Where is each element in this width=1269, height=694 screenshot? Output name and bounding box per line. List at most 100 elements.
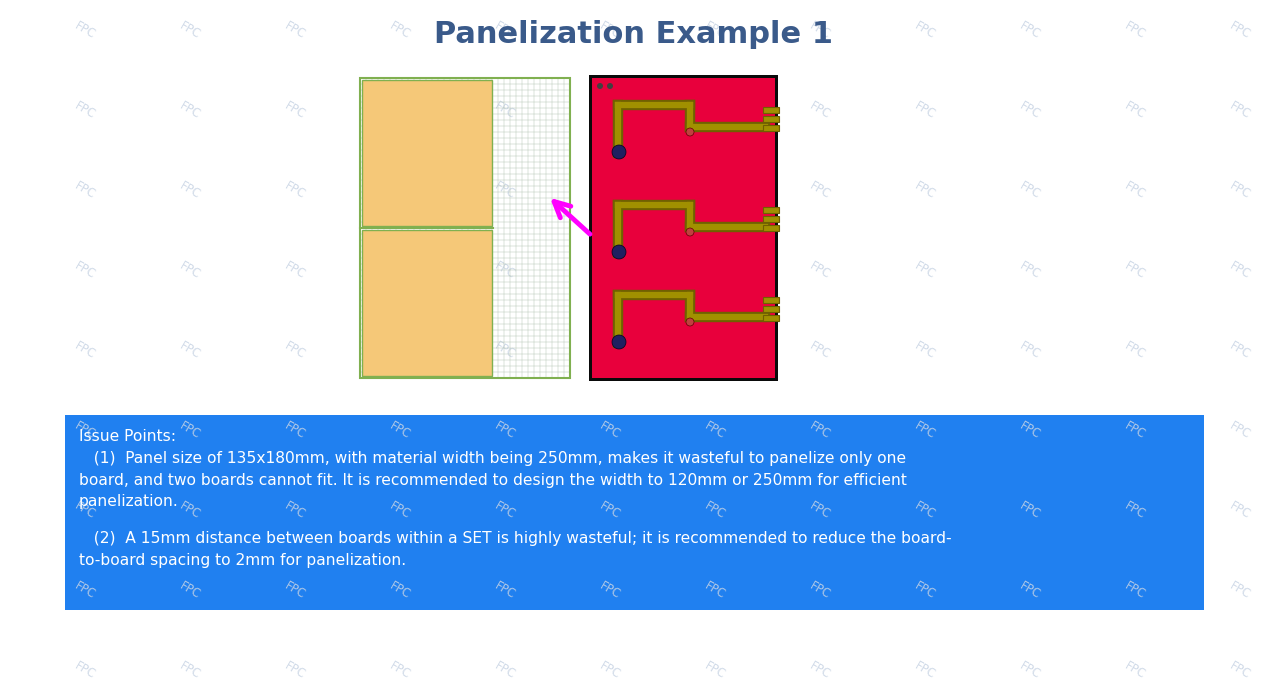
Text: FPC: FPC (492, 19, 518, 41)
Text: FPC: FPC (598, 659, 623, 681)
Text: FPC: FPC (807, 339, 832, 361)
Text: FPC: FPC (1018, 659, 1043, 681)
Text: FPC: FPC (1122, 339, 1147, 361)
Circle shape (687, 128, 694, 136)
Text: FPC: FPC (1122, 19, 1147, 41)
Text: FPC: FPC (387, 579, 412, 601)
Text: FPC: FPC (912, 259, 938, 281)
Text: FPC: FPC (492, 659, 518, 681)
Bar (362, 230, 492, 376)
Text: FPC: FPC (492, 579, 518, 601)
Text: FPC: FPC (282, 499, 307, 521)
Text: FPC: FPC (282, 179, 307, 201)
Text: FPC: FPC (702, 579, 727, 601)
Text: FPC: FPC (1122, 259, 1147, 281)
Text: FPC: FPC (282, 579, 307, 601)
Text: FPC: FPC (72, 419, 98, 441)
Text: FPC: FPC (912, 339, 938, 361)
Text: FPC: FPC (702, 659, 727, 681)
Text: FPC: FPC (492, 99, 518, 121)
Text: FPC: FPC (598, 19, 623, 41)
Text: FPC: FPC (598, 579, 623, 601)
Text: FPC: FPC (282, 339, 307, 361)
Text: FPC: FPC (178, 419, 203, 441)
Bar (360, 78, 570, 378)
Text: FPC: FPC (702, 499, 727, 521)
Text: FPC: FPC (72, 339, 98, 361)
Text: (2)  A 15mm distance between boards within a SET is highly wasteful; it is recom: (2) A 15mm distance between boards withi… (79, 531, 952, 568)
Text: FPC: FPC (807, 579, 832, 601)
Text: FPC: FPC (912, 19, 938, 41)
Text: FPC: FPC (72, 579, 98, 601)
Bar (763, 116, 779, 122)
Text: FPC: FPC (1227, 419, 1253, 441)
Text: FPC: FPC (72, 659, 98, 681)
Text: FPC: FPC (387, 259, 412, 281)
Text: FPC: FPC (1227, 19, 1253, 41)
Text: FPC: FPC (1018, 339, 1043, 361)
Bar (763, 315, 779, 321)
Text: FPC: FPC (598, 99, 623, 121)
Text: FPC: FPC (72, 179, 98, 201)
Text: FPC: FPC (492, 419, 518, 441)
Text: FPC: FPC (178, 259, 203, 281)
Bar (763, 216, 779, 222)
Text: FPC: FPC (702, 179, 727, 201)
Text: FPC: FPC (912, 99, 938, 121)
Text: FPC: FPC (72, 259, 98, 281)
Text: FPC: FPC (282, 99, 307, 121)
Text: FPC: FPC (1227, 179, 1253, 201)
Bar (763, 297, 779, 303)
Text: FPC: FPC (387, 99, 412, 121)
Text: FPC: FPC (492, 339, 518, 361)
Text: FPC: FPC (807, 659, 832, 681)
Text: FPC: FPC (598, 499, 623, 521)
Bar (763, 306, 779, 312)
Text: FPC: FPC (598, 259, 623, 281)
Text: FPC: FPC (1227, 659, 1253, 681)
Bar (763, 225, 779, 231)
Text: FPC: FPC (178, 99, 203, 121)
Text: FPC: FPC (387, 419, 412, 441)
Bar (593, 78, 775, 378)
Text: FPC: FPC (1018, 259, 1043, 281)
Text: FPC: FPC (807, 99, 832, 121)
Text: FPC: FPC (1227, 339, 1253, 361)
Bar (763, 207, 779, 213)
Text: FPC: FPC (1227, 499, 1253, 521)
Text: FPC: FPC (598, 339, 623, 361)
Text: FPC: FPC (1018, 579, 1043, 601)
Bar (763, 107, 779, 113)
Circle shape (607, 83, 613, 89)
Text: FPC: FPC (492, 179, 518, 201)
Text: FPC: FPC (1227, 579, 1253, 601)
Text: FPC: FPC (1018, 99, 1043, 121)
Text: FPC: FPC (282, 259, 307, 281)
Text: FPC: FPC (807, 179, 832, 201)
Text: FPC: FPC (72, 19, 98, 41)
Text: FPC: FPC (387, 339, 412, 361)
Text: FPC: FPC (282, 659, 307, 681)
Circle shape (596, 83, 603, 89)
Circle shape (687, 228, 694, 236)
Text: FPC: FPC (387, 659, 412, 681)
Text: FPC: FPC (387, 499, 412, 521)
Circle shape (687, 318, 694, 326)
Text: FPC: FPC (912, 419, 938, 441)
Text: FPC: FPC (492, 259, 518, 281)
Text: FPC: FPC (1018, 19, 1043, 41)
Text: FPC: FPC (807, 419, 832, 441)
Text: FPC: FPC (1227, 99, 1253, 121)
Text: FPC: FPC (178, 19, 203, 41)
Text: FPC: FPC (72, 499, 98, 521)
Text: FPC: FPC (1227, 259, 1253, 281)
Text: FPC: FPC (912, 179, 938, 201)
Text: FPC: FPC (178, 179, 203, 201)
Text: FPC: FPC (807, 499, 832, 521)
Bar (65, 415, 1204, 610)
Text: FPC: FPC (702, 259, 727, 281)
Text: FPC: FPC (1122, 499, 1147, 521)
Text: FPC: FPC (702, 19, 727, 41)
Text: FPC: FPC (1122, 179, 1147, 201)
Text: FPC: FPC (178, 659, 203, 681)
